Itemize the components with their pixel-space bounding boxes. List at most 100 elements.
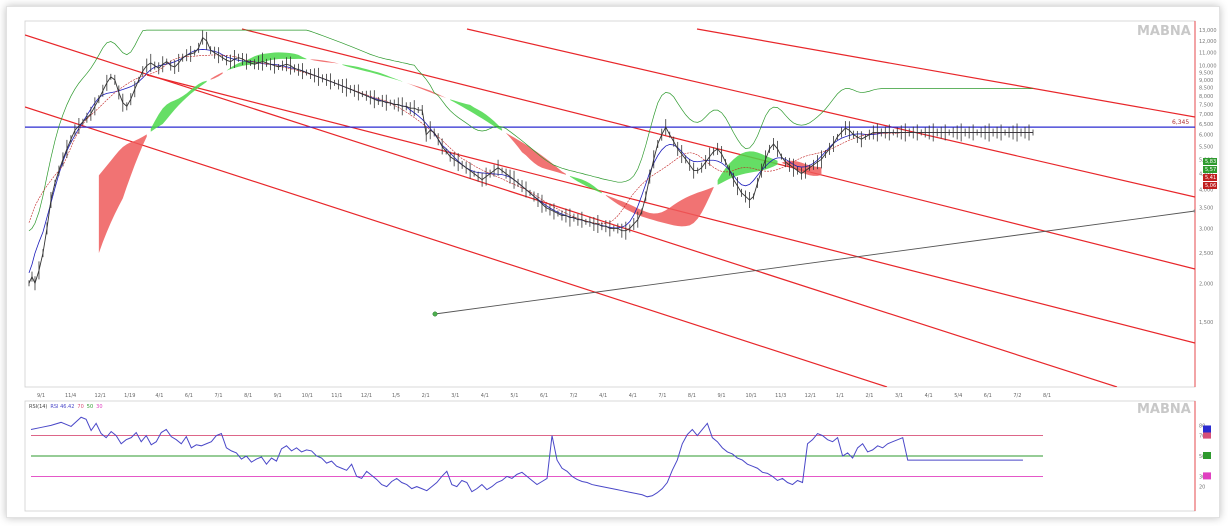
x-tick-label: 3/1 — [895, 393, 903, 399]
y-tick-label: 12,000 — [1199, 39, 1217, 45]
x-tick-label: 5/1 — [510, 393, 518, 399]
rsi-y-tick-label: 30 — [1199, 474, 1205, 480]
rsi-legend: RSI(14) RSI 46.42 70 50 30 — [29, 404, 103, 410]
y-tick-label: 2,000 — [1199, 281, 1213, 287]
channel-line-1 — [25, 106, 888, 387]
x-tick-label: 6/1 — [185, 393, 193, 399]
y-tick-label: 4,000 — [1199, 188, 1213, 194]
trend-line-anchor — [432, 311, 438, 317]
x-tick-label: 3/1 — [451, 393, 459, 399]
rsi-y-tick-label: 80 — [1199, 423, 1205, 429]
x-tick-label: 4/1 — [629, 393, 637, 399]
x-tick-label: 2/1 — [422, 393, 430, 399]
x-tick-label: 9/1 — [274, 393, 282, 399]
x-tick-label: 9/1 — [718, 393, 726, 399]
last-value-marker-text: 5,41 — [1205, 175, 1216, 181]
channel-line-5 — [466, 28, 1195, 198]
y-tick-label: 8,500 — [1199, 86, 1213, 92]
rsi-y-tick-label: 50 — [1199, 454, 1205, 460]
x-tick-label: 7/1 — [658, 393, 666, 399]
x-tick-label: 6/1 — [984, 393, 992, 399]
x-tick-label: 12/1 — [95, 393, 106, 399]
rsi-y-tick-label: 20 — [1199, 485, 1205, 491]
x-tick-label: 7/1 — [215, 393, 223, 399]
rsi-legend-item: 30 — [96, 404, 102, 410]
x-tick-label: 10/1 — [302, 393, 313, 399]
x-tick-label: 11/4 — [65, 393, 76, 399]
rsi-legend-item: 70 — [77, 404, 83, 410]
kumo-cloud-segment-3 — [210, 72, 223, 80]
price-line — [28, 36, 1034, 285]
x-tick-label: 11/3 — [775, 393, 786, 399]
y-tick-label: 6,000 — [1199, 133, 1213, 139]
y-tick-label: 7,000 — [1199, 112, 1213, 118]
y-tick-label: 8,000 — [1199, 94, 1213, 100]
watermark-main: MABNA — [1137, 24, 1191, 39]
kumo-cloud-segment-9 — [506, 132, 566, 175]
y-tick-label: 6,500 — [1199, 122, 1213, 128]
x-tick-label: 11/1 — [331, 393, 342, 399]
rsi-level-marker — [1203, 452, 1211, 459]
y-tick-label: 13,000 — [1199, 28, 1217, 34]
y-tick-label: 9,000 — [1199, 78, 1213, 84]
x-tick-label: 1/1 — [836, 393, 844, 399]
trend-line-end — [1193, 209, 1195, 213]
main-chart-layer — [25, 28, 1195, 387]
last-value-marker-text: 5,57 — [1205, 167, 1216, 173]
x-tick-label: 1/19 — [124, 393, 135, 399]
x-tick-label: 4/1 — [481, 393, 489, 399]
x-tick-label: 9/1 — [37, 393, 45, 399]
horizontal-level-label: 6,345 — [1172, 119, 1189, 126]
y-tick-label: 2,500 — [1199, 251, 1213, 257]
rsi-line — [30, 416, 1023, 498]
x-tick-label: 7/2 — [570, 393, 578, 399]
x-tick-label: 4/1 — [599, 393, 607, 399]
kumo-cloud-segment-11 — [605, 186, 714, 227]
rsi-legend-item: RSI 46.42 — [50, 404, 74, 410]
kumo-cloud-segment-10 — [569, 175, 602, 194]
y-tick-label: 11,000 — [1199, 51, 1217, 57]
last-value-marker-box — [1203, 166, 1217, 173]
rsi-legend-item: 50 — [87, 404, 93, 410]
kumo-cloud-segment-5 — [310, 59, 339, 64]
y-tick-label: 10,000 — [1199, 64, 1217, 70]
kumo-cloud-segment-4 — [226, 52, 307, 71]
kumo-cloud-segment-7 — [406, 82, 447, 98]
trend-line — [434, 210, 1195, 315]
x-tick-label: 8/1 — [244, 393, 252, 399]
y-tick-label: 9,500 — [1199, 71, 1213, 77]
main-plot-area — [24, 20, 1196, 388]
x-tick-label: 4/1 — [925, 393, 933, 399]
rsi-chart-layer — [30, 416, 1043, 498]
kumo-cloud-segment-8 — [450, 99, 503, 131]
y-tick-label: 1,500 — [1199, 320, 1213, 326]
y-tick-label: 7,500 — [1199, 102, 1213, 108]
x-tick-label: 12/1 — [805, 393, 816, 399]
last-value-marker-box — [1203, 158, 1217, 165]
last-value-marker-box — [1203, 182, 1217, 189]
rsi-current-marker — [1203, 425, 1211, 433]
x-tick-label: 1/5 — [392, 393, 400, 399]
rsi-level-marker — [1203, 472, 1211, 480]
last-value-marker-box — [1203, 174, 1217, 181]
watermark-rsi: MABNA — [1137, 402, 1191, 417]
last-value-marker-text: 5,83 — [1205, 159, 1216, 165]
chikou-line — [28, 29, 1034, 232]
channel-line-6 — [696, 28, 1195, 118]
rsi-level-marker — [1203, 431, 1211, 439]
y-tick-label: 3,000 — [1199, 226, 1213, 232]
x-tick-label: 5/4 — [954, 393, 962, 399]
kumo-cloud-segment-2 — [150, 80, 207, 132]
kumo-cloud-segment-1 — [98, 134, 147, 254]
x-tick-label: 6/1 — [540, 393, 548, 399]
kumo-cloud-segment-6 — [342, 64, 403, 82]
rsi-legend-item: RSI(14) — [29, 404, 47, 410]
x-tick-label: 4/1 — [155, 393, 163, 399]
kumo-cloud-segment-12 — [717, 151, 778, 185]
channel-line-4 — [241, 28, 1195, 270]
last-value-marker-text: 5,06 — [1205, 183, 1216, 189]
rsi-y-tick-label: 70 — [1199, 434, 1205, 440]
x-tick-label: 7/2 — [1013, 393, 1021, 399]
